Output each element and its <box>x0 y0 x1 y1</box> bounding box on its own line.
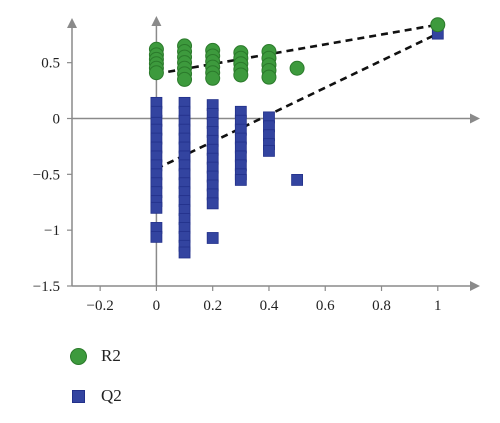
x-tick-label: 0.4 <box>260 298 279 314</box>
r2-point <box>261 69 277 85</box>
q2-point <box>291 174 304 186</box>
r2-point <box>289 60 305 76</box>
x-tick-label: 0 <box>153 298 161 314</box>
q2-point <box>234 174 247 186</box>
r2-point <box>205 70 221 86</box>
legend-item-q2: Q2 <box>70 386 122 406</box>
r2-point <box>148 65 164 81</box>
y-tick-label: −1.5 <box>33 279 60 295</box>
q2-point <box>178 246 191 259</box>
arrow-up-icon <box>151 16 162 26</box>
r2-point <box>430 17 446 33</box>
arrow-right-icon <box>470 281 480 291</box>
circle-marker-icon <box>70 347 87 365</box>
q2-point <box>150 230 163 243</box>
arrow-right-icon <box>470 113 480 124</box>
arrow-up-icon <box>67 18 77 28</box>
x-tick-label: 0.8 <box>372 298 391 314</box>
q2-point <box>150 105 163 118</box>
legend-label-q2: Q2 <box>101 386 122 405</box>
legend-item-r2: R2 <box>70 346 121 366</box>
trend-lines <box>155 23 439 170</box>
x-tick-label: 0.6 <box>316 298 335 314</box>
q2-trend-line <box>155 32 439 170</box>
x-tick-label: 0.2 <box>203 298 222 314</box>
q2-point <box>206 232 219 244</box>
q2-point <box>206 197 219 210</box>
q2-point <box>263 144 275 157</box>
y-tick-label: −0.5 <box>33 167 60 183</box>
x-tick-label: 1 <box>434 298 442 314</box>
r2-point <box>177 71 193 87</box>
scatter-chart: −0.2 0 0.2 0.4 0.6 0.8 1 0.5 0 −0.5 −1 −1.5 <box>33 16 480 314</box>
y-tick-label: 0 <box>53 112 61 128</box>
y-tick-label: 0.5 <box>41 56 60 72</box>
x-tick-label: −0.2 <box>87 298 114 314</box>
data-points <box>148 17 446 259</box>
y-tick-label: −1 <box>44 223 60 239</box>
tick-labels: −0.2 0 0.2 0.4 0.6 0.8 1 0.5 0 −0.5 −1 −1.5 <box>33 56 442 314</box>
legend-label-r2: R2 <box>101 346 121 365</box>
r2-point <box>233 67 249 83</box>
square-marker-icon <box>72 389 85 403</box>
q2-point <box>150 201 163 214</box>
